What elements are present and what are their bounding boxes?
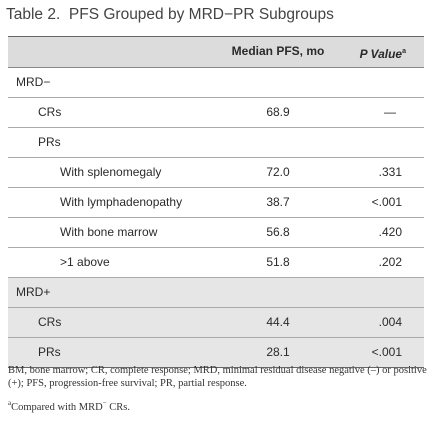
row-label: CRs [38,105,62,119]
p-value: .331 [378,165,402,179]
median-pfs: 72.0 [266,165,290,179]
p-value: — [384,105,396,119]
table-row: PRs [8,128,424,158]
footnote-marker: a [8,399,12,407]
footnote-text: Compared with MRD [11,402,103,413]
median-pfs: 38.7 [266,195,290,209]
row-label: MRD+ [16,285,51,299]
column-header: Median PFS, mo [231,44,325,58]
p-value: <.001 [371,345,402,359]
p-value: .420 [378,225,402,239]
table-row: CRs 68.9 — [8,98,424,128]
row-label: With bone marrow [60,225,158,239]
row-label: MRD− [16,75,51,89]
row-label: PRs [38,135,61,149]
table-row: >1 above 51.8 .202 [8,248,424,278]
table-row: With lymphadenopathy 38.7 <.001 [8,188,424,218]
median-pfs: 44.4 [266,315,290,329]
table: Median PFS, mo P Valuea MRD− CRs 68.9 — PRs W… [8,36,424,368]
table-row: With splenomegaly 72.0 .331 [8,158,424,188]
p-value: .202 [378,255,402,269]
row-label: CRs [38,315,62,329]
table-row: MRD− [8,68,424,98]
median-pfs: 68.9 [266,105,290,119]
superscript: − [102,399,107,407]
row-label: With splenomegaly [60,165,162,179]
row-label: >1 above [60,255,110,269]
footnote-text: CRs. [106,402,130,413]
table-row: With bone marrow 56.8 .420 [8,218,424,248]
p-value: <.001 [371,195,402,209]
column-header: P Valuea [360,37,406,69]
column-header-text: P Value [359,47,403,61]
footnote: aCompared with MRD− CRs. [8,397,428,414]
abbreviations: BM, bone marrow; CR, complete response; … [8,365,427,389]
table-row: CRs 44.4 .004 [8,308,424,338]
footnotes: BM, bone marrow; CR, complete response; … [8,364,428,421]
row-label: With lymphadenopathy [60,195,183,209]
p-value: .004 [378,315,402,329]
table-row: PRs 28.1 <.001 [8,338,424,367]
table-title: Table 2. PFS Grouped by MRD−PR Subgroups [6,6,334,23]
footnote-marker: a [402,48,406,55]
median-pfs: 56.8 [266,225,290,239]
table-row: MRD+ [8,278,424,308]
header-row: Median PFS, mo P Valuea [8,37,424,68]
median-pfs: 51.8 [266,255,290,269]
median-pfs: 28.1 [266,345,290,359]
row-label: PRs [38,345,61,359]
